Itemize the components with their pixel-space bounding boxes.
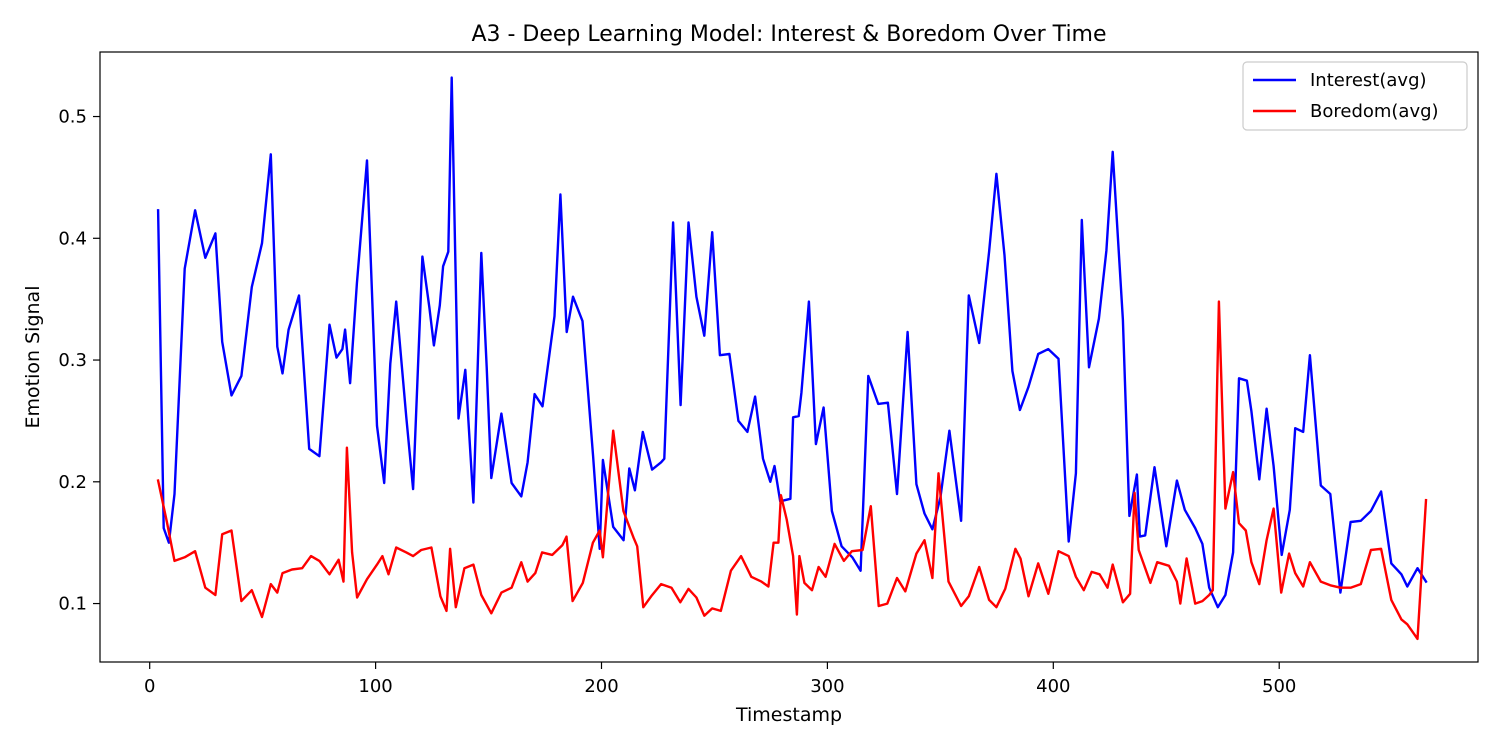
legend-label-interest: Interest(avg) (1310, 70, 1427, 91)
legend-label-boredom: Boredom(avg) (1310, 101, 1439, 122)
x-axis-label: Timestamp (735, 704, 842, 726)
x-tick-label: 500 (1262, 676, 1296, 697)
x-axis: 0 100 200 300 400 500 (144, 662, 1296, 697)
plot-area (156, 76, 1428, 641)
series-line-boredom-avg (156, 300, 1428, 641)
y-tick-label: 0.5 (58, 107, 87, 128)
x-tick-label: 0 (144, 676, 155, 697)
y-tick-label: 0.4 (58, 228, 87, 249)
x-tick-label: 400 (1036, 676, 1070, 697)
legend: Interest(avg) Boredom(avg) (1242, 61, 1468, 131)
x-tick-label: 100 (358, 676, 392, 697)
series-line-interest-avg (156, 76, 1428, 609)
x-tick-label: 200 (584, 676, 618, 697)
y-axis-label: Emotion Signal (22, 286, 44, 429)
y-tick-label: 0.2 (58, 472, 87, 493)
x-tick-label: 300 (810, 676, 844, 697)
legend-frame (1242, 61, 1468, 131)
y-tick-label: 0.3 (58, 350, 87, 371)
chart-title: A3 - Deep Learning Model: Interest & Bor… (471, 22, 1106, 47)
y-tick-label: 0.1 (58, 594, 87, 615)
plot-frame (99, 51, 1479, 663)
y-axis: 0.1 0.2 0.3 0.4 0.5 (58, 107, 100, 615)
